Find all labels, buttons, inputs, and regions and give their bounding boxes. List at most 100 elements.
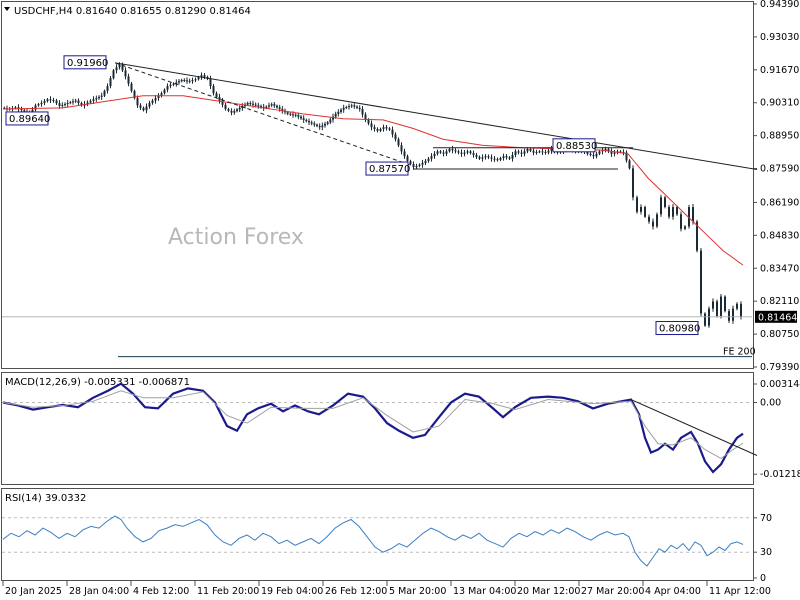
candle-body [367,119,370,124]
candle-body [260,106,262,108]
candle-body [478,156,481,159]
candle-body [115,67,118,71]
candle-body [127,76,130,84]
candle-body [544,151,547,153]
candle-body [529,148,532,151]
macd-panel-frame [1,372,754,485]
candle-body [200,75,203,78]
candle-body [607,148,610,152]
price-axis-label: 0.83470 [760,263,799,274]
candle-body [457,151,460,153]
candle-body [499,158,502,160]
current-price-tag [755,310,797,323]
candle-body [100,95,103,97]
candle-body [724,296,726,312]
candle-body [353,105,356,107]
candle-body [595,153,598,157]
candle-body [487,156,490,158]
candle-body [644,207,646,217]
candle-body [69,102,72,104]
candle-body [523,151,526,154]
candle-body [700,250,702,314]
macd-signal-line [2,390,744,460]
trendline-descending-resistance [114,62,758,171]
candle-body [364,114,367,120]
candle-body [278,107,281,110]
price-annotation-label: 0.89640 [9,114,50,125]
candle-body [418,164,421,166]
candle-body [103,90,106,96]
candle-body [321,125,324,128]
axis-layer: 20 Jan 2025 28 Jan 04:00 4 Feb 12:00 11 Feb… [2,581,771,597]
candle-body [236,109,238,112]
price-axis-label: 0.84830 [760,230,799,241]
candle-body [469,151,472,154]
candle-body [388,128,391,130]
candle-body [736,303,738,309]
candle-body [86,102,89,104]
candle-body [332,116,334,120]
price-layer: 0.94390 0.93030 0.91670 0.90310 0.88950 0.875… [2,0,799,373]
candle-body [186,80,188,82]
candle-body [508,157,511,159]
candle-body [72,101,74,103]
candle-body [224,104,227,110]
candle-body [370,123,373,128]
candle-body [163,89,166,94]
candle-body [212,86,215,94]
candle-body [460,152,463,154]
candle-body [254,104,257,106]
price-annotation-box [63,55,107,70]
candle-body [732,308,734,321]
x-axis-label: 28 Jan 04:00 [69,586,129,597]
candle-body [337,111,340,114]
rsi-layer: 70 30 0 [2,513,772,584]
candle-body [257,105,260,107]
candle-body [334,113,337,117]
candle-body [421,162,424,165]
price-annotation-label: 0.88530 [556,141,597,152]
watermark: Action Forex [168,225,304,250]
chevron-down-icon[interactable] [4,7,10,11]
candle-body [424,161,427,163]
candle-body [430,156,433,159]
price-axis-label: 0.91670 [760,65,799,76]
candle-body [589,153,592,156]
candle-body [728,311,730,321]
candle-body [300,116,302,119]
candle-body [80,102,83,106]
candle-body [350,105,353,107]
candle-body [221,100,224,105]
candle-body [493,158,496,160]
candle-body [55,100,58,104]
rsi-panel-title: RSI(14) 39.0332 [5,493,86,504]
candle-body [130,83,133,91]
candle-body [466,151,469,153]
x-axis-label: 4 Feb 12:00 [133,586,189,597]
x-axis-label: 11 Apr 12:00 [709,586,771,597]
candle-body [403,151,406,157]
candle-body [64,103,66,105]
candle-body [238,107,241,110]
candle-body [302,118,305,120]
candle-body [270,104,273,106]
candle-body [436,151,439,154]
candle-body [382,127,385,129]
candle-body [230,110,233,113]
candle-body [66,102,69,104]
candle-body [397,139,400,146]
candle-body [592,155,595,157]
price-axis-label: 0.79390 [760,362,799,373]
candle-body [628,160,631,169]
candle-body [3,107,6,109]
price-axis-label: 0.86190 [760,197,799,208]
candle-body [326,122,329,124]
candle-body [252,103,254,105]
candle-body [136,98,139,106]
candle-body [169,84,172,87]
candle-body [373,127,376,129]
candle-body [532,150,535,153]
candle-body [640,207,642,212]
candle-body [157,95,160,99]
candle-body [475,155,478,157]
